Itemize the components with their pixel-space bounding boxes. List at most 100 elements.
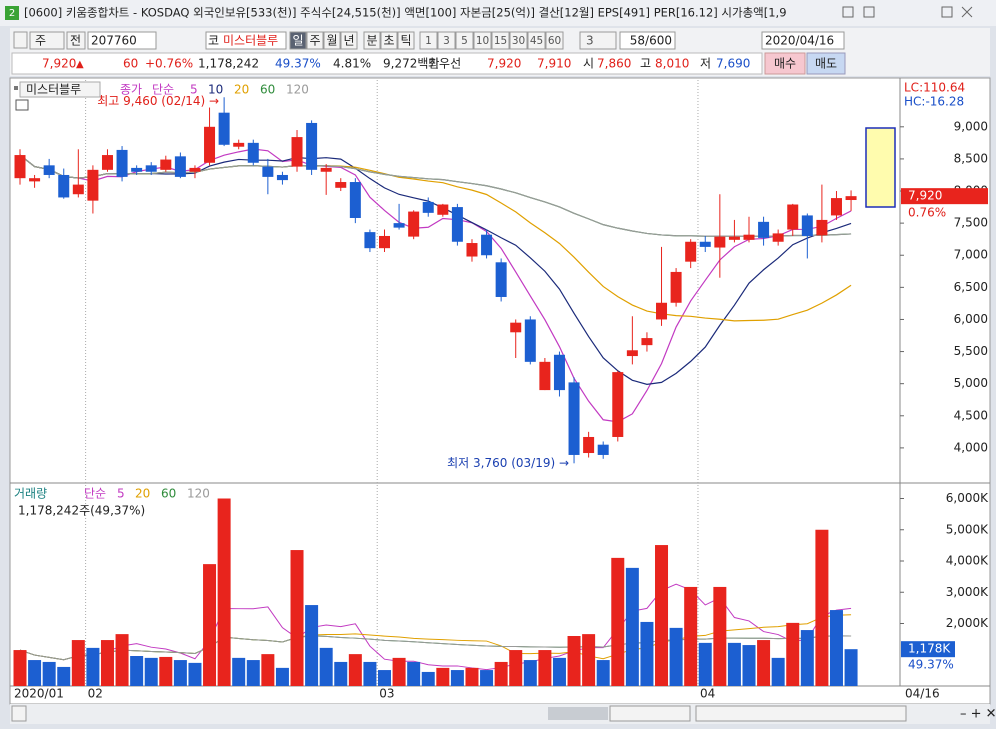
- period-button[interactable]: [380, 31, 398, 50]
- volume-bar: [363, 661, 377, 686]
- minute-button[interactable]: [473, 31, 492, 50]
- minute-button[interactable]: [437, 31, 456, 50]
- period-button[interactable]: [340, 31, 358, 50]
- volume-bar: [319, 647, 333, 686]
- candle-body: [306, 122, 318, 170]
- zoom[interactable]: – + ✕: [960, 707, 996, 722]
- minute-button[interactable]: [455, 31, 474, 50]
- period: 년: [343, 34, 354, 48]
- minute: 1: [425, 35, 432, 47]
- candle-body: [685, 241, 697, 262]
- volume-bar: [465, 667, 479, 686]
- last-volume-box: [901, 641, 955, 658]
- y-tick-label: 3,000K: [946, 585, 989, 599]
- period-button[interactable]: [289, 31, 307, 50]
- legend-entry: 20: [234, 83, 249, 97]
- volume-summary: 1,178,242주(49,37%): [18, 504, 145, 518]
- period-button[interactable]: [323, 31, 341, 50]
- annotation: 최저 3,760 (03/19) →: [447, 456, 569, 470]
- volume-bar: [815, 529, 829, 686]
- candle-body: [699, 241, 711, 247]
- legend-field: 종가: [120, 83, 142, 97]
- minute-button[interactable]: [527, 31, 546, 50]
- nav-buttons[interactable]: [609, 705, 907, 722]
- buy-button[interactable]: [764, 52, 806, 75]
- volume-bar: [727, 642, 741, 686]
- legend-entry: 5: [190, 83, 198, 97]
- volume-bar: [757, 640, 771, 686]
- name-box[interactable]: [205, 31, 287, 50]
- x-tick-label: 03: [379, 687, 394, 701]
- low-label: 저: [700, 57, 711, 71]
- minute-button[interactable]: [419, 31, 438, 50]
- y-tick-label: 4,000: [954, 440, 988, 454]
- volume-bar: [684, 586, 698, 686]
- volume-bar: [188, 662, 202, 686]
- volume-bar: [130, 656, 144, 686]
- candle-body: [568, 382, 580, 455]
- candle-body: [335, 182, 347, 188]
- quote-box: [11, 52, 763, 75]
- candle-body: [495, 262, 507, 297]
- minute: 45: [530, 35, 543, 47]
- minute-button[interactable]: [491, 31, 510, 50]
- price: 7,920: [42, 57, 76, 71]
- volume-title: 거래량: [14, 487, 47, 501]
- volume-bar: [246, 660, 260, 686]
- candle-body: [43, 165, 55, 175]
- minute-button[interactable]: [509, 31, 528, 50]
- candle-body: [801, 215, 813, 236]
- date-input[interactable]: [761, 31, 845, 50]
- legend-box: [19, 81, 101, 98]
- candle-body: [553, 354, 565, 391]
- period: 초: [383, 34, 394, 48]
- candle-body: [204, 126, 216, 163]
- volume-bar: [713, 586, 727, 686]
- ask: 7,920: [487, 57, 521, 71]
- sell-button[interactable]: [806, 52, 846, 75]
- legend-method: 단순: [152, 83, 174, 97]
- period-button[interactable]: [306, 31, 324, 50]
- minute-button[interactable]: [545, 31, 564, 50]
- volume-bar: [348, 654, 362, 686]
- unit-select[interactable]: [29, 31, 65, 50]
- y-tick-label: 7,000: [954, 248, 988, 262]
- icon-button[interactable]: [13, 31, 28, 49]
- candle-body: [510, 322, 522, 333]
- candle-body: [101, 155, 113, 170]
- candle-body: [174, 156, 186, 177]
- count-select[interactable]: [579, 31, 617, 50]
- code-input[interactable]: [87, 31, 157, 50]
- minute: 3: [443, 35, 450, 47]
- period-button[interactable]: [363, 31, 381, 50]
- candle-body: [320, 167, 332, 172]
- candle-body: [189, 167, 201, 172]
- window-controls[interactable]: [842, 6, 973, 18]
- toolbar-row: 주 전 207760 코 미스터블루 일 주 월 년 분 초 틱 1 3 5 10 15 30 45 60 …: [13, 31, 845, 50]
- legend-entry: 120: [286, 83, 309, 97]
- buy: 매수: [774, 57, 796, 71]
- volume-bar: [232, 657, 246, 686]
- minute: 5: [461, 35, 468, 47]
- candle-body: [714, 236, 726, 248]
- volume-bar: [261, 654, 275, 686]
- volume-bar: [786, 622, 800, 686]
- minute: 60: [548, 35, 561, 47]
- scroll-thumb[interactable]: [548, 707, 608, 720]
- volume-bar: [290, 550, 304, 686]
- volume-bar: [57, 666, 71, 686]
- candle-body: [116, 149, 128, 177]
- candle-body: [422, 201, 434, 213]
- scroll-left[interactable]: [11, 705, 27, 722]
- volume-bar: [275, 667, 289, 686]
- volume-bar: [800, 630, 814, 686]
- prev-button[interactable]: [66, 31, 86, 50]
- period-button[interactable]: [397, 31, 415, 50]
- volume-bar: [28, 660, 42, 686]
- legend-entry: 20: [135, 487, 150, 501]
- bid: 7,910: [537, 57, 571, 71]
- y-tick-label: 6,000: [954, 312, 988, 326]
- volume-bar: [173, 660, 187, 686]
- candle-body: [656, 302, 668, 320]
